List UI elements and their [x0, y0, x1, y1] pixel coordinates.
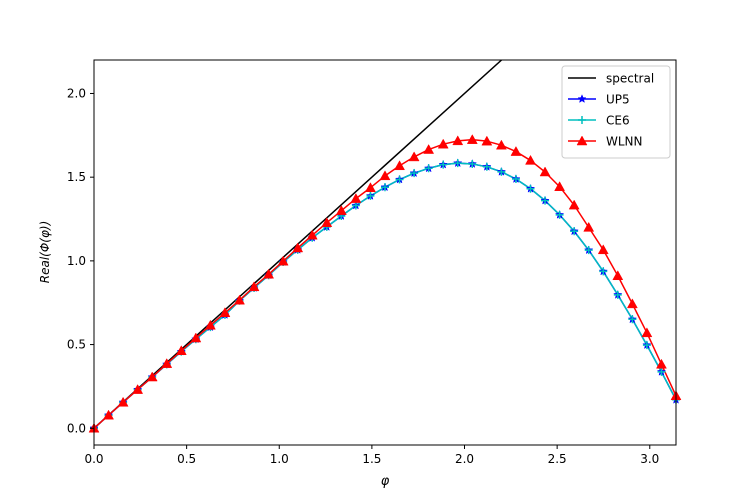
data-point-wlnn	[408, 151, 420, 162]
x-axis: 0.0 0.5 1.0 1.5 2.0 2.5 3.0	[84, 445, 659, 466]
x-tick-label: 2.0	[455, 452, 474, 466]
data-point-wlnn	[132, 384, 144, 394]
legend: spectral UP5 CE6 WLNN	[561, 65, 671, 159]
y-axis: 0.0 0.5 1.0 1.5 2.0	[67, 86, 94, 435]
data-point-ce6	[613, 290, 622, 299]
x-tick-label: 1.5	[362, 452, 381, 466]
data-point-wlnn	[568, 199, 580, 210]
data-point-ce6	[584, 246, 593, 255]
data-point-wlnn	[510, 146, 522, 156]
data-point-wlnn	[161, 358, 173, 368]
data-point-wlnn	[437, 138, 449, 149]
legend-label-up5: UP5	[606, 93, 630, 107]
data-point-wlnn	[204, 319, 216, 330]
y-tick-label: 1.5	[67, 170, 86, 184]
data-point-ce6	[424, 164, 433, 173]
data-point-wlnn	[539, 166, 551, 177]
data-point-ce6	[381, 183, 390, 192]
data-point-ce6	[395, 175, 404, 184]
data-point-wlnn	[495, 139, 507, 150]
data-point-wlnn	[394, 160, 405, 171]
data-point-wlnn	[365, 182, 376, 192]
data-point-ce6	[570, 227, 579, 236]
marker-layer	[88, 134, 682, 433]
x-tick-label: 0.5	[177, 452, 196, 466]
data-point-wlnn	[597, 244, 609, 255]
y-tick-label: 0.5	[67, 338, 86, 352]
legend-box	[561, 65, 671, 159]
data-point-ce6	[628, 315, 637, 324]
data-point-wlnn	[306, 229, 318, 240]
data-point-wlnn	[525, 154, 536, 165]
data-point-wlnn	[350, 193, 362, 203]
legend-label-wlnn: WLNN	[606, 135, 643, 149]
data-point-ce6	[555, 210, 564, 219]
data-point-ce6	[497, 167, 506, 176]
data-point-wlnn	[190, 332, 202, 343]
data-point-ce6	[511, 175, 520, 184]
legend-label-spectral: spectral	[606, 72, 654, 86]
data-point-ce6	[439, 160, 448, 169]
data-point-wlnn	[175, 345, 187, 356]
data-point-ce6	[410, 169, 419, 178]
legend-marker-ce6	[578, 116, 586, 124]
data-point-wlnn	[248, 281, 260, 292]
data-point-wlnn	[423, 144, 435, 154]
data-point-wlnn	[321, 217, 333, 227]
data-point-wlnn	[335, 205, 347, 215]
data-point-ce6	[526, 184, 535, 193]
data-point-ce6	[599, 267, 608, 276]
legend-label-ce6: CE6	[606, 114, 630, 128]
data-point-wlnn	[234, 294, 245, 305]
data-point-ce6	[482, 162, 491, 171]
data-point-wlnn	[466, 134, 478, 144]
data-point-wlnn	[481, 135, 493, 146]
data-point-ce6	[657, 367, 666, 376]
x-axis-label: φ	[381, 474, 390, 489]
data-point-wlnn	[452, 135, 464, 146]
data-point-wlnn	[626, 298, 638, 309]
x-tick-label: 0.0	[84, 452, 103, 466]
y-tick-label: 1.0	[67, 254, 86, 268]
data-point-wlnn	[379, 170, 391, 181]
legend-marker-up5	[577, 94, 587, 103]
data-point-wlnn	[641, 327, 653, 338]
x-tick-label: 3.0	[640, 452, 659, 466]
y-axis-label: Real(Φ(φ))	[38, 221, 52, 284]
data-point-wlnn	[103, 409, 114, 420]
data-point-ce6	[541, 196, 550, 205]
y-tick-label: 0.0	[67, 421, 86, 435]
data-point-wlnn	[583, 221, 595, 232]
plot-frame	[93, 59, 677, 446]
x-tick-label: 1.0	[270, 452, 289, 466]
data-point-ce6	[366, 191, 375, 200]
y-tick-label: 2.0	[67, 86, 86, 100]
data-point-ce6	[468, 159, 477, 168]
data-point-wlnn	[656, 358, 667, 369]
data-point-wlnn	[146, 371, 158, 382]
data-point-ce6	[642, 341, 651, 350]
data-point-wlnn	[277, 255, 289, 266]
data-point-wlnn	[219, 307, 231, 318]
data-point-wlnn	[554, 181, 566, 191]
data-point-wlnn	[263, 268, 275, 279]
legend-marker-wlnn	[576, 135, 588, 146]
data-point-wlnn	[117, 396, 129, 407]
data-point-wlnn	[292, 242, 304, 253]
data-point-wlnn	[612, 270, 624, 281]
data-point-ce6	[453, 159, 462, 168]
x-tick-label: 2.5	[548, 452, 567, 466]
